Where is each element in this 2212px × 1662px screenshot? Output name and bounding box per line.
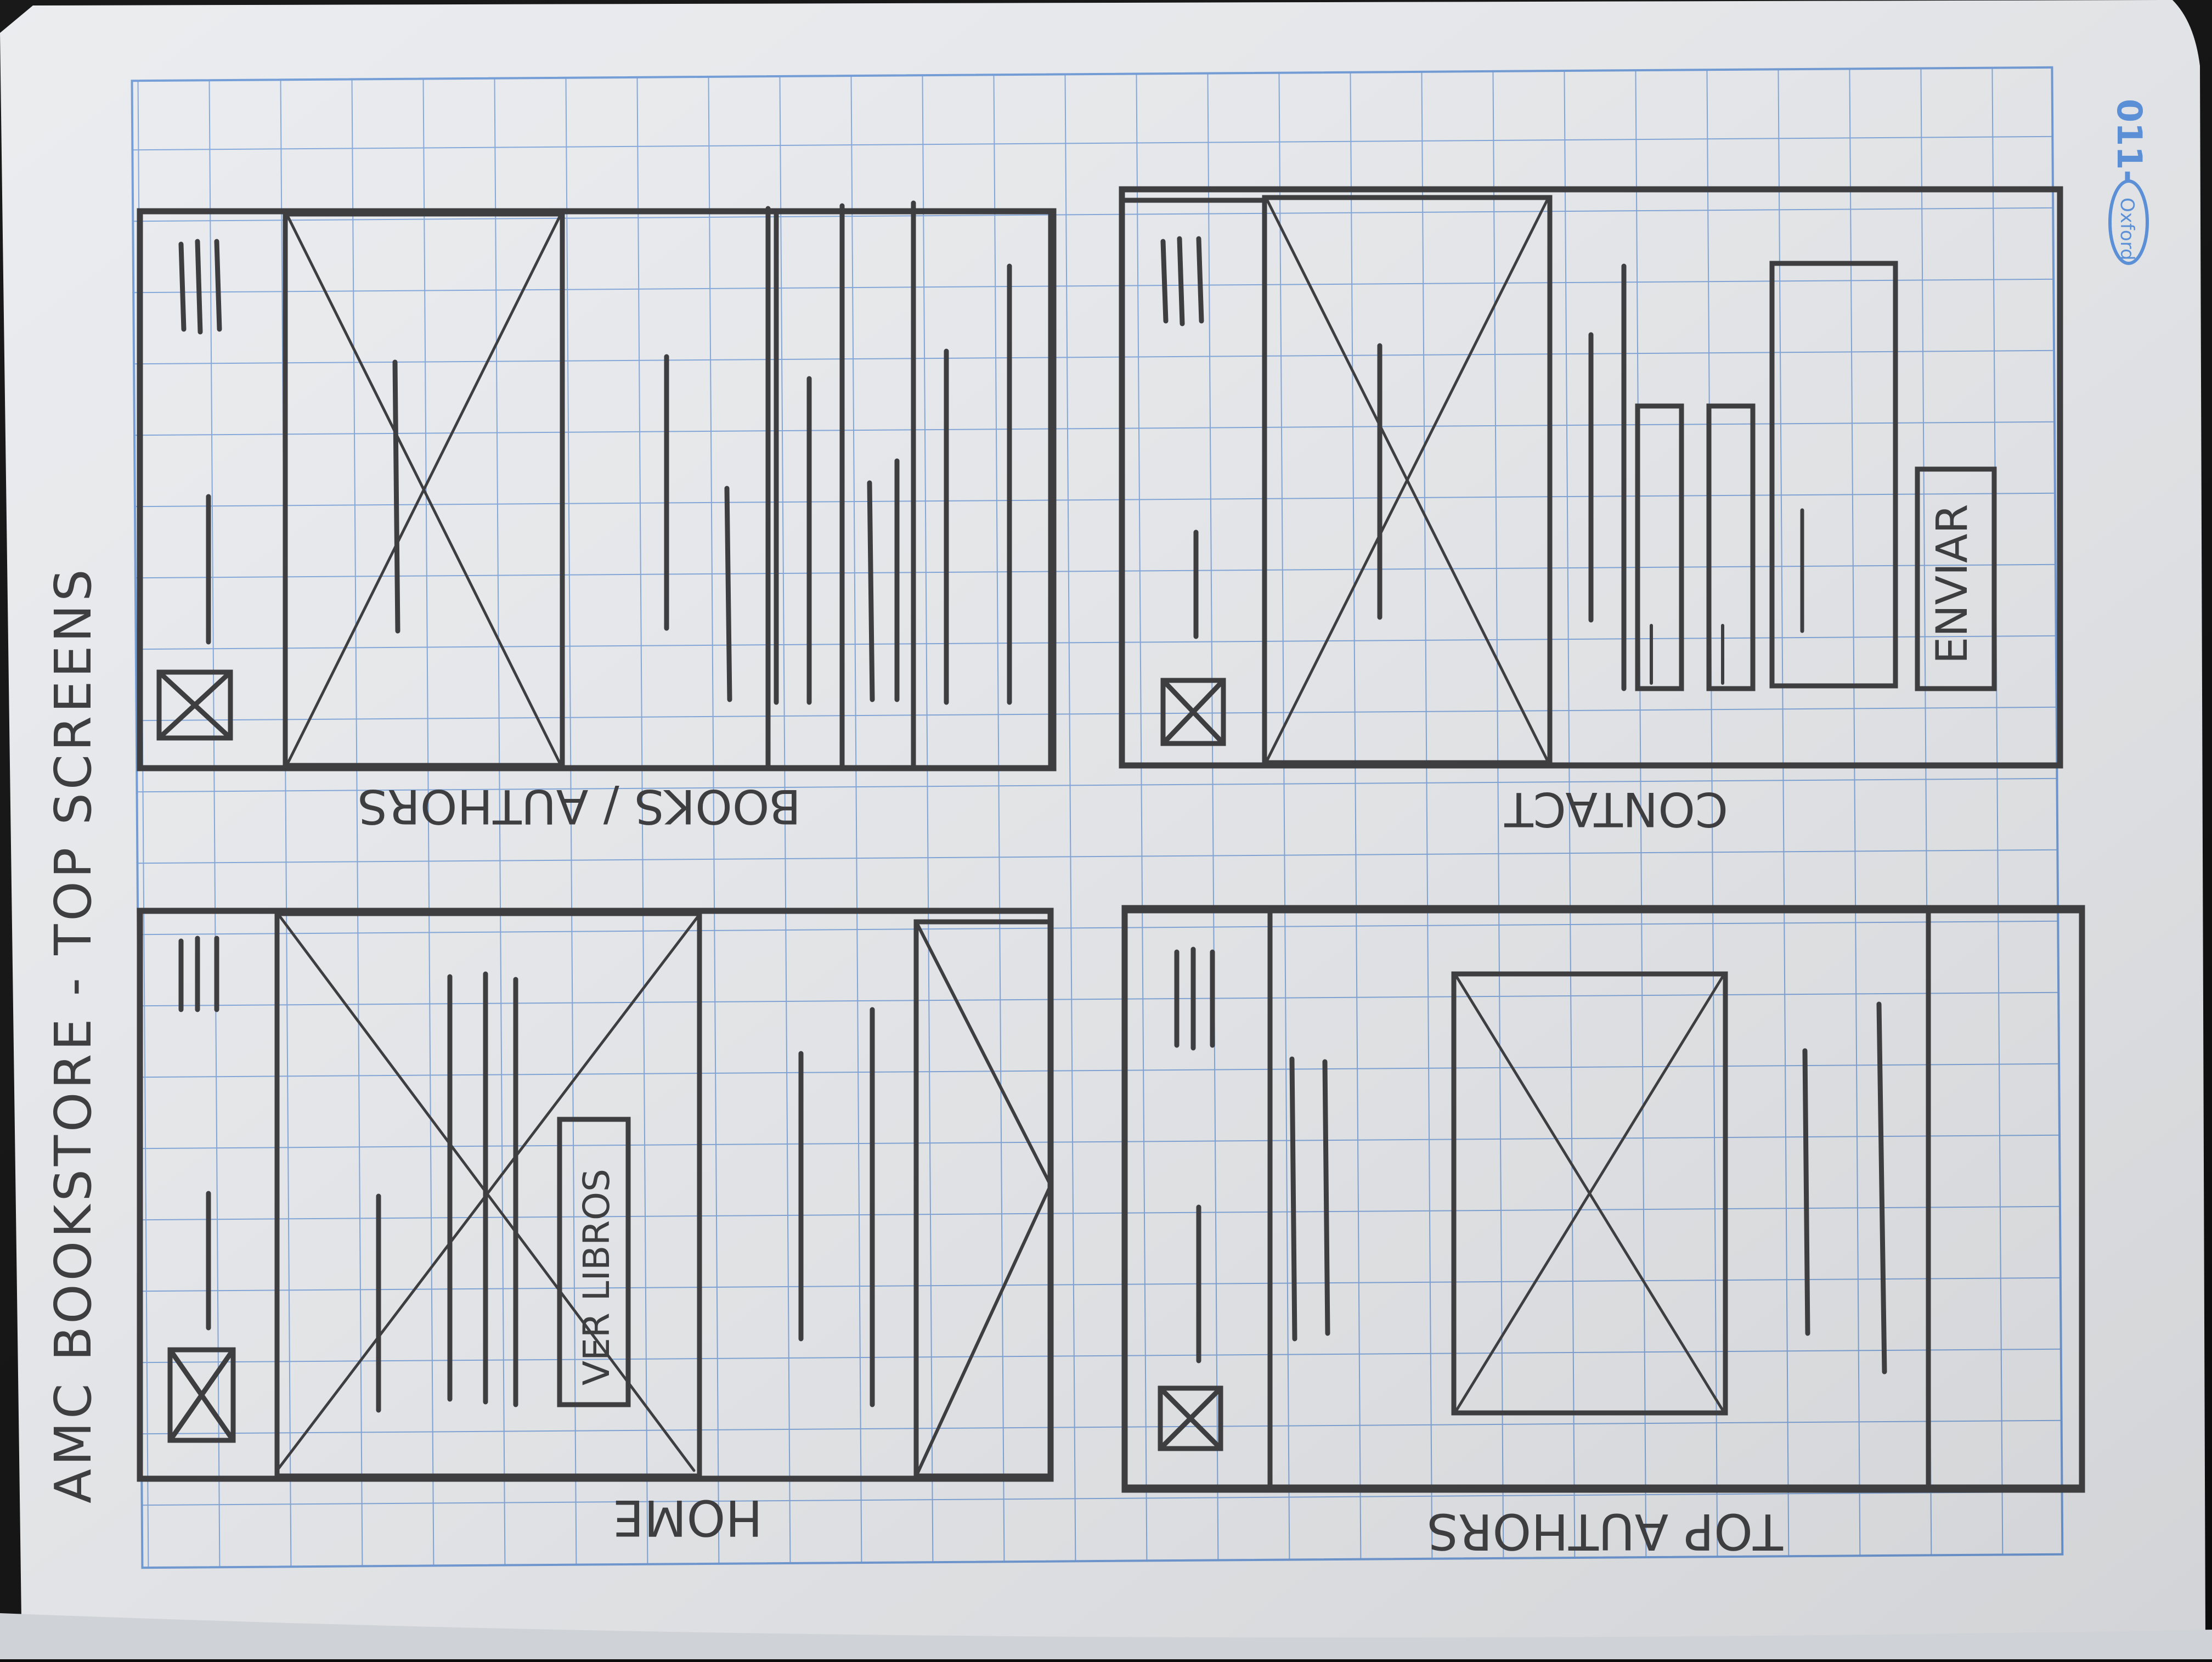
logo-icon: [167, 1347, 236, 1443]
text-line: [1802, 1048, 1810, 1336]
screen-top-authors: [1121, 905, 2085, 1493]
text-line: [1289, 1056, 1297, 1342]
menu-icon[interactable]: [178, 936, 219, 1012]
form-input-name[interactable]: [1635, 403, 1684, 691]
screen-label-home: HOME: [613, 1489, 763, 1546]
screen-contact: [1119, 186, 2063, 769]
svg-text:011-: 011-: [2109, 99, 2149, 184]
menu-icon[interactable]: [178, 239, 222, 335]
image-placeholder: [1262, 195, 1553, 765]
view-books-button-label: VER LIBROS: [575, 1169, 618, 1385]
book-text-lines: [664, 211, 1012, 705]
send-button[interactable]: [1915, 466, 1997, 691]
image-placeholder: [913, 919, 1053, 1479]
send-button-label: ENVIAR: [1928, 504, 1977, 664]
text-line: [392, 359, 400, 634]
menu-icon[interactable]: [1160, 236, 1204, 326]
screen-home: [137, 908, 1054, 1482]
screen-label-top-authors: TOP AUTHORS: [1427, 1502, 1784, 1560]
brand-logo-text: Oxford: [2116, 198, 2138, 261]
logo-icon: [1158, 1385, 1223, 1451]
brand-logo: 011- Oxford: [2108, 99, 2149, 265]
screen-books-authors: [137, 200, 1057, 771]
logo-icon: [1160, 678, 1226, 746]
page-title: AMC BOOKSTORE - TOP SCREENS: [44, 566, 103, 1503]
book-list: [560, 209, 1053, 771]
text-line: [1876, 1001, 1887, 1374]
view-books-button[interactable]: [557, 1117, 631, 1407]
author-detail-panel: [1926, 908, 2085, 1490]
author-image-placeholder: [1451, 971, 1728, 1416]
text-line: [1322, 1059, 1330, 1336]
form-textarea-message[interactable]: [1769, 261, 1898, 689]
screen-label-contact: CONTACT: [1504, 781, 1728, 836]
hero-text-lines: [376, 971, 518, 1413]
form-input-fields: [1635, 261, 1898, 691]
form-input-email[interactable]: [1706, 403, 1756, 691]
screen-label-books-authors: BOOKS / AUTHORS: [357, 779, 801, 833]
menu-icon[interactable]: [1174, 947, 1215, 1051]
logo-icon: [156, 669, 233, 741]
